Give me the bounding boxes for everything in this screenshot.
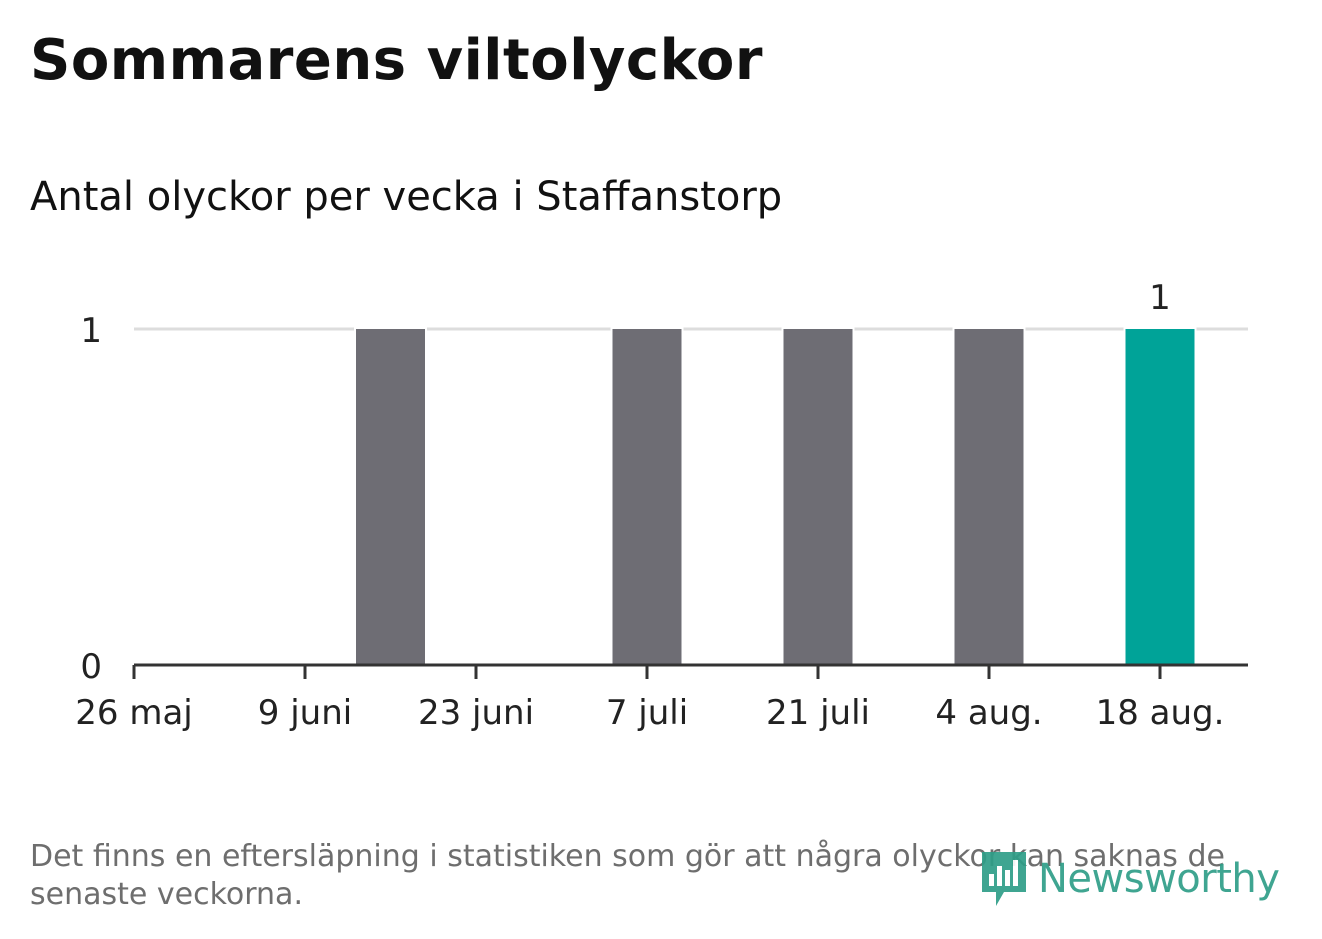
x-tick-label: 9 juni — [258, 693, 352, 733]
bar — [952, 327, 1026, 667]
y-tick-label: 1 — [80, 311, 102, 351]
chart-title: Sommarens viltolyckor — [30, 28, 763, 93]
x-tick-label: 18 aug. — [1096, 693, 1225, 733]
logo-text: Newsworthy — [1038, 856, 1280, 902]
chart-subtitle: Antal olyckor per vecka i Staffanstorp — [30, 174, 783, 220]
newsworthy-logo: Newsworthy — [978, 846, 1280, 912]
x-tick-label: 26 maj — [75, 693, 192, 733]
y-tick-label: 0 — [80, 647, 102, 687]
data-label: 1 — [1149, 278, 1171, 318]
x-tick-label: 7 juli — [606, 693, 688, 733]
bar — [354, 327, 427, 667]
bar — [1123, 327, 1197, 667]
bar — [781, 327, 855, 667]
bar-chart-speech-bubble-icon — [982, 852, 1026, 906]
bar — [610, 327, 684, 667]
x-tick-label: 21 juli — [766, 693, 870, 733]
x-tick-label: 4 aug. — [935, 693, 1042, 733]
bar-chart: 0 1 1 26 maj 9 juni 23 juni 7 juli 21 juli 4 aug… — [75, 278, 1248, 733]
x-tick-label: 23 juni — [418, 693, 534, 733]
